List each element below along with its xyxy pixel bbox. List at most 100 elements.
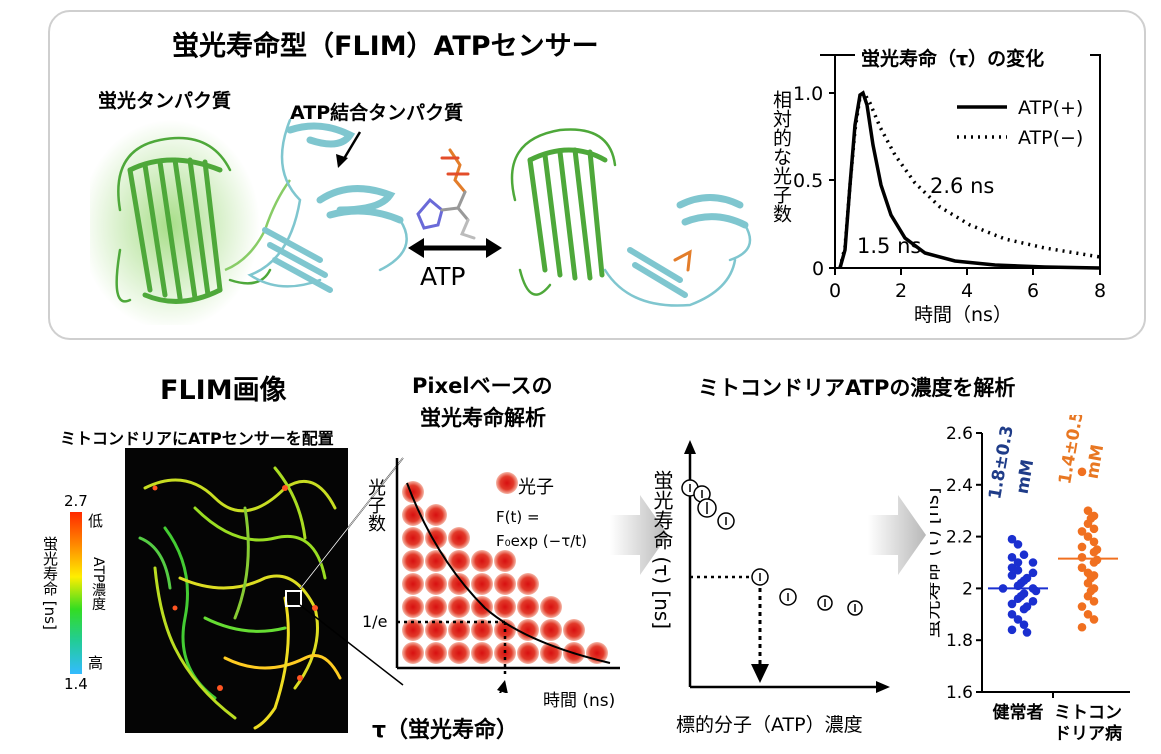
protein-illustration: [90, 118, 752, 325]
photon-dot: [425, 550, 447, 572]
calib-points: [681, 479, 863, 616]
scatter-point: [1083, 532, 1093, 541]
decay-ylabel: 相対的な光子数: [770, 90, 792, 223]
photon-dot: [448, 642, 470, 664]
scatter-point: [1077, 527, 1087, 536]
fluorescence-glow: [90, 120, 260, 325]
photon-dot: [425, 619, 447, 641]
photon-dot: [471, 550, 493, 572]
scatter-point: [1028, 568, 1038, 578]
scatter-point: [1077, 563, 1087, 572]
scatter-point: [1077, 542, 1087, 552]
scatter-point: [1083, 519, 1093, 528]
formula-line1: F(t) =: [496, 508, 540, 526]
pointer-arrowhead: [336, 154, 348, 168]
flow-arrow-2: [868, 495, 926, 575]
scatter-point: [1083, 578, 1093, 588]
calib-ylabel: 蛍光寿命 (τ) [ns]: [650, 470, 674, 630]
decay-xticks: [834, 268, 1101, 275]
scatter-ytick-label: 2: [962, 579, 973, 599]
photon-dot: [448, 550, 470, 572]
pixel-title-line2: 蛍光寿命解析: [420, 406, 546, 430]
photon-dot: [448, 573, 470, 595]
photon-dot: [402, 596, 424, 618]
decay-frame: [820, 54, 1101, 268]
legend-atp-plus: ATP(+): [1018, 97, 1083, 119]
scatter-point: [1089, 524, 1099, 534]
photon-dot: [563, 619, 585, 641]
decay-xtick-label: 4: [961, 280, 973, 302]
calibration-curve: [681, 440, 890, 693]
decay-chart: 1.0 0.5 0 0 2 4 6 8 ATP(+) ATP(−) 2.6 ns…: [793, 54, 1106, 302]
photon-dot: [448, 527, 470, 549]
calib-y-arrowhead: [684, 440, 696, 454]
photon-dot: [425, 642, 447, 664]
calib-title: ミトコンドリアATPの濃度を解析: [698, 376, 1016, 400]
scatter-point: [1022, 628, 1032, 637]
photon-legend-label: 光子: [518, 477, 554, 498]
photon-dot: [448, 619, 470, 641]
fluor-protein-label: 蛍光タンパク質: [98, 90, 232, 112]
scatter-annotation: 1.8±0.3mM: [985, 424, 1038, 501]
scatter-point: [1007, 599, 1017, 609]
colorbar-title: 蛍光寿命 [ns]: [41, 536, 59, 630]
photon-dot: [425, 527, 447, 549]
mitochondria-network: [138, 466, 342, 730]
calib-down-arrowhead: [751, 664, 769, 683]
one-over-e-label: 1/e: [362, 612, 388, 631]
colorbar-mid: ATP濃度: [90, 557, 106, 611]
zoom-lines: [299, 457, 404, 686]
scatter-point: [1019, 604, 1029, 614]
colorbar: [70, 512, 82, 674]
photon-dot: [471, 596, 493, 618]
scatter-point: [1077, 602, 1087, 611]
atp-binding-protein-left: [247, 118, 408, 293]
gfp-barrel-left: [115, 136, 272, 304]
scatter-point: [1089, 547, 1099, 557]
flim-subtitle: ミトコンドリアにATPセンサーを配置: [60, 429, 334, 448]
scatter-point: [1013, 540, 1023, 549]
scatter-point: [1013, 558, 1023, 567]
photon-legend-dot: [496, 472, 518, 494]
scatter-point: [1077, 467, 1087, 477]
photon-dot: [402, 573, 424, 595]
photon-dot: [402, 527, 424, 549]
atp-binding-label: ATP結合タンパク質: [290, 102, 464, 124]
photon-dot: [425, 573, 447, 595]
tau-arrowhead: [497, 680, 508, 693]
scatter-category-label: ミトコン: [1054, 703, 1122, 723]
scatter-point: [1089, 597, 1099, 606]
pixel-title-line1: Pixelベースの: [412, 374, 553, 398]
scatter-point: [1007, 625, 1017, 635]
photon-dot: [540, 619, 562, 641]
photon-dot: [517, 642, 539, 664]
flow-arrow-1: [610, 495, 668, 575]
scatter-point: [1013, 565, 1023, 575]
scatter-point: [1028, 558, 1038, 567]
equilibrium-arrowhead-left: [408, 238, 424, 258]
photon-dot: [517, 619, 539, 641]
scatter-point: [1089, 615, 1099, 624]
calib-x-arrowhead: [876, 681, 890, 693]
photon-dot: [402, 550, 424, 572]
scatter-ytick-label: 2.4: [946, 476, 973, 496]
decay-ytick-label: 0: [812, 258, 824, 280]
scatter-point: [1089, 558, 1099, 567]
photon-dot: [494, 596, 516, 618]
scatter-ytick-label: 2.6: [946, 424, 973, 444]
atp-molecule: [416, 148, 476, 240]
photon-dot: [471, 573, 493, 595]
colorbar-min: 1.4: [64, 675, 88, 693]
calib-xlabel: 標的分子（ATP）濃度: [676, 714, 863, 736]
colorbar-max: 2.7: [64, 492, 88, 510]
photon-dot: [402, 619, 424, 641]
scatter-annotation: 1.4±0.5mM: [1055, 415, 1108, 486]
scatter-point: [1089, 537, 1099, 547]
photon-dot: [425, 504, 447, 526]
formula-line2: F₀exp (−τ/t): [496, 532, 588, 550]
colorbar-low: 低: [88, 512, 104, 530]
flim-image: [125, 448, 348, 733]
lifetime-scatter-chart: 1.6 1.8 2 2.2 2.4 2.6 蛍光寿命 (τ) [ns] 健常者 1.8±0.3m…: [930, 415, 1130, 744]
scatter-point: [1077, 553, 1087, 562]
flim-title: FLIM画像: [160, 375, 287, 406]
